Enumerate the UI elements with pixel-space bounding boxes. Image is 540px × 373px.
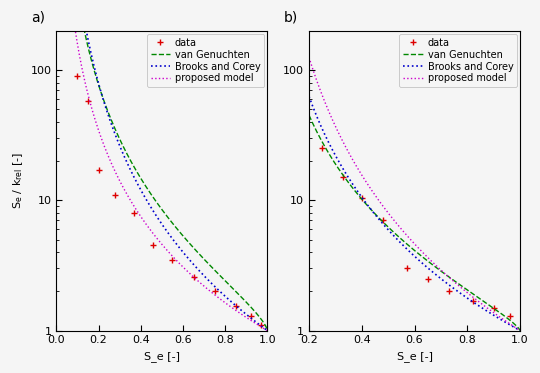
van Genuchten [264,328,271,333]
Brooks and Corey [428,269,435,273]
Brooks and Corey [440,278,447,283]
Brooks and Corey [176,245,183,250]
Brooks and Corey [188,260,194,264]
proposed model [306,55,312,60]
van Genuchten [517,328,523,333]
proposed model [264,328,271,333]
Legend: data, van Genuchten, Brooks and Corey, proposed model: data, van Genuchten, Brooks and Corey, p… [147,34,265,87]
Brooks and Corey [264,328,271,333]
Brooks and Corey [235,305,241,310]
data [131,211,138,215]
data [258,323,264,327]
data [233,304,239,308]
Brooks and Corey [213,286,220,291]
Line: van Genuchten: van Genuchten [57,0,267,330]
data [380,218,386,223]
Brooks and Corey [488,311,494,316]
data [403,266,410,271]
Legend: data, van Genuchten, Brooks and Corey, proposed model: data, van Genuchten, Brooks and Corey, p… [399,34,517,87]
van Genuchten [213,270,220,275]
van Genuchten [188,243,194,247]
data [340,175,347,180]
data [112,193,119,197]
Brooks and Corey [181,252,188,257]
van Genuchten [235,292,241,296]
van Genuchten [466,289,472,294]
data [74,74,80,78]
proposed model [517,328,523,333]
proposed model [428,259,435,263]
data [424,276,431,281]
Line: data: data [74,73,265,329]
Text: b): b) [284,11,298,25]
data [507,313,513,318]
Line: data: data [319,145,513,319]
proposed model [176,261,183,266]
Brooks and Corey [466,297,472,301]
data [169,257,176,262]
Line: Brooks and Corey: Brooks and Corey [57,0,267,330]
van Genuchten [428,262,435,266]
X-axis label: S_e [-]: S_e [-] [144,351,180,362]
proposed model [440,270,447,275]
proposed model [235,310,241,314]
data [319,146,326,151]
van Genuchten [488,304,494,308]
proposed model [181,267,188,271]
proposed model [188,273,194,277]
Line: proposed model: proposed model [57,0,267,330]
data [247,313,254,318]
Line: proposed model: proposed model [309,57,520,330]
Brooks and Corey [306,94,312,99]
Line: van Genuchten: van Genuchten [309,115,520,330]
data [150,243,157,248]
proposed model [434,264,440,269]
data [469,298,476,303]
Brooks and Corey [434,273,440,278]
data [211,289,218,294]
Brooks and Corey [319,126,325,131]
van Genuchten [306,113,312,117]
data [490,305,497,310]
data [96,168,102,173]
data [359,195,365,200]
proposed model [319,93,325,97]
proposed model [466,292,472,296]
van Genuchten [319,139,325,144]
Text: a): a) [31,11,45,25]
proposed model [213,294,220,298]
proposed model [488,308,494,313]
data [190,274,197,279]
van Genuchten [434,266,440,270]
data [85,98,91,103]
X-axis label: S_e [-]: S_e [-] [396,351,433,362]
van Genuchten [440,271,447,275]
van Genuchten [181,236,188,240]
Y-axis label: S$_{\rm e}$ / k$_{\rm rel}$ [-]: S$_{\rm e}$ / k$_{\rm rel}$ [-] [11,152,25,209]
Line: Brooks and Corey: Brooks and Corey [309,97,520,330]
data [446,289,452,294]
van Genuchten [176,229,183,234]
Brooks and Corey [517,328,523,333]
